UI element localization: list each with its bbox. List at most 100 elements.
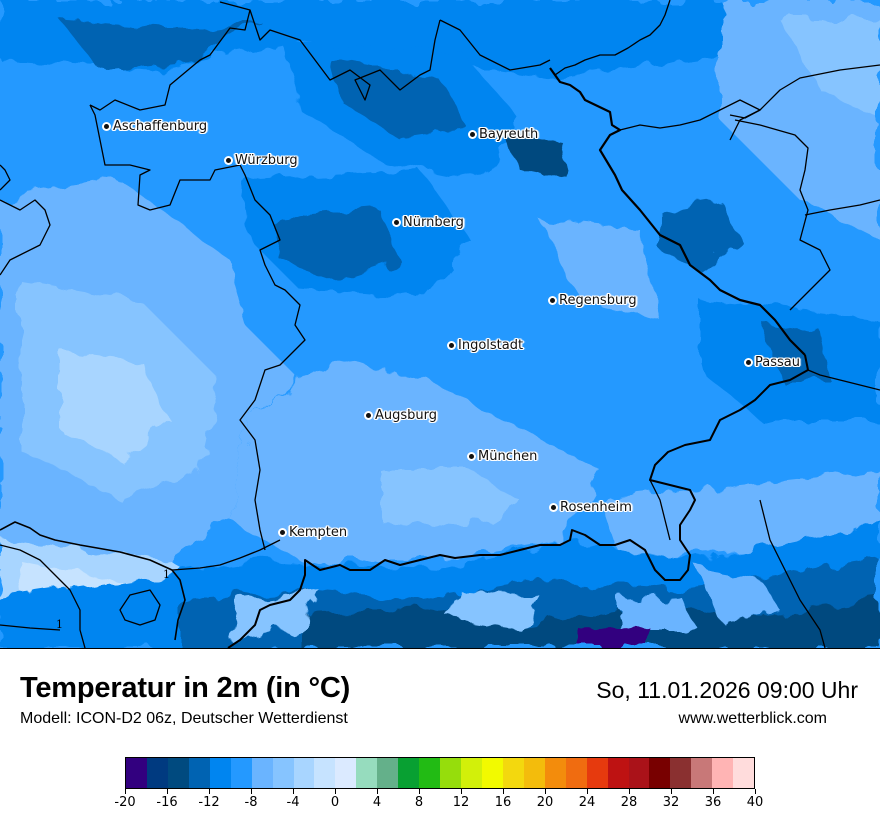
city-dot-icon: [746, 360, 751, 365]
colorbar-swatch: [293, 758, 315, 788]
city-label: Aschaffenburg: [113, 119, 208, 134]
tick-label: 28: [620, 795, 638, 810]
tick-mark: [460, 789, 462, 794]
tick-mark: [376, 789, 378, 794]
tick-label: 16: [494, 795, 512, 810]
city-marker-rosenheim: Rosenheim: [551, 500, 632, 515]
city-dot-icon: [449, 343, 454, 348]
colorbar-swatch: [565, 758, 587, 788]
city-marker-augsburg: Augsburg: [366, 408, 437, 423]
tick-label: 36: [704, 795, 722, 810]
colorbar-swatch: [272, 758, 294, 788]
colorbar-swatch: [335, 758, 357, 788]
city-dot-icon: [366, 413, 371, 418]
city-marker-ingolstadt: Ingolstadt: [449, 338, 523, 353]
colorbar-swatch: [188, 758, 210, 788]
city-marker-kempten: Kempten: [280, 525, 347, 540]
colorbar-swatch: [126, 758, 147, 788]
city-marker-aschaffenburg: Aschaffenburg: [104, 119, 207, 134]
tick-mark: [124, 789, 126, 794]
colorbar-swatch: [314, 758, 336, 788]
colorbar-swatch: [251, 758, 273, 788]
tick-mark: [502, 789, 504, 794]
city-dot-icon: [394, 220, 399, 225]
temperature-map: 1 1 Aschaffenburg Würzburg Bayreuth Nürn…: [0, 0, 880, 649]
city-dot-icon: [551, 505, 556, 510]
tick-label: 8: [414, 795, 424, 810]
tick-mark: [418, 789, 420, 794]
tick-mark: [166, 789, 168, 794]
city-label: Augsburg: [375, 408, 438, 423]
colorbar-swatch: [649, 758, 671, 788]
colorbar-swatch: [209, 758, 231, 788]
city-label: Ingolstadt: [458, 338, 524, 353]
tick-mark: [544, 789, 546, 794]
colorbar-swatch: [544, 758, 566, 788]
city-dot-icon: [226, 158, 231, 163]
city-dot-icon: [280, 530, 285, 535]
colorbar-swatch: [523, 758, 545, 788]
city-marker-regensburg: Regensburg: [550, 293, 637, 308]
city-dot-icon: [469, 454, 474, 459]
tick-label: -12: [198, 795, 220, 810]
tick-mark: [292, 789, 294, 794]
colorbar-swatch: [586, 758, 608, 788]
city-label: Nürnberg: [403, 215, 464, 230]
colorbar-swatch: [377, 758, 399, 788]
colorbar-swatch: [461, 758, 482, 788]
city-label: München: [478, 449, 538, 464]
valid-datetime: So, 11.01.2026 09:00 Uhr: [596, 677, 858, 703]
tick-label: -8: [244, 795, 258, 810]
city-dot-icon: [550, 298, 555, 303]
tick-label: 0: [330, 795, 340, 810]
temperature-colorbar: [125, 757, 755, 789]
border-marker: 1: [163, 568, 170, 581]
tick-label: 40: [746, 795, 764, 810]
colorbar-swatch: [502, 758, 524, 788]
colorbar-swatch: [733, 758, 755, 788]
tick-label: -4: [286, 795, 300, 810]
tick-label: 4: [372, 795, 382, 810]
city-marker-passau: Passau: [746, 355, 800, 370]
colorbar-ticks: -20 -16 -12 -8 -4 0 4 8 12 16 20 24 28 32 36 40: [114, 789, 763, 819]
city-marker-wuerzburg: Würzburg: [226, 153, 298, 168]
city-dot-icon: [104, 124, 109, 129]
border-marker: 1: [56, 618, 63, 631]
city-label: Rosenheim: [560, 500, 632, 515]
city-dot-icon: [470, 132, 475, 137]
website-credit: www.wetterblick.com: [678, 710, 827, 727]
colorbar-swatch: [712, 758, 734, 788]
tick-label: 32: [662, 795, 680, 810]
map-title: Temperatur in 2m (in °C): [20, 672, 351, 704]
colorbar-swatch: [398, 758, 420, 788]
tick-mark: [250, 789, 252, 794]
model-source: Modell: ICON-D2 06z, Deutscher Wetterdie…: [20, 710, 348, 727]
tick-mark: [334, 789, 336, 794]
colorbar-swatch: [230, 758, 252, 788]
tick-mark: [754, 789, 756, 794]
tick-mark: [586, 789, 588, 794]
tick-mark: [628, 789, 630, 794]
city-marker-nuernberg: Nürnberg: [394, 215, 464, 230]
colorbar-swatch: [146, 758, 168, 788]
city-label: Kempten: [289, 525, 348, 540]
colorbar-swatch: [440, 758, 461, 788]
colorbar-swatch: [607, 758, 629, 788]
tick-label: -16: [156, 795, 178, 810]
tick-label: 24: [578, 795, 596, 810]
colorbar-swatch: [481, 758, 503, 788]
colorbar-swatch: [670, 758, 692, 788]
city-label: Passau: [755, 355, 800, 370]
tick-label: -20: [114, 795, 136, 810]
city-marker-muenchen: München: [469, 449, 537, 464]
city-marker-bayreuth: Bayreuth: [470, 127, 538, 142]
colorbar-swatch: [356, 758, 378, 788]
tick-label: 12: [452, 795, 470, 810]
tick-mark: [712, 789, 714, 794]
colorbar-swatch: [167, 758, 189, 788]
colorbar-swatch: [628, 758, 650, 788]
tick-label: 20: [536, 795, 554, 810]
city-label: Würzburg: [235, 153, 298, 168]
city-label: Bayreuth: [479, 127, 539, 142]
colorbar-swatch: [691, 758, 713, 788]
